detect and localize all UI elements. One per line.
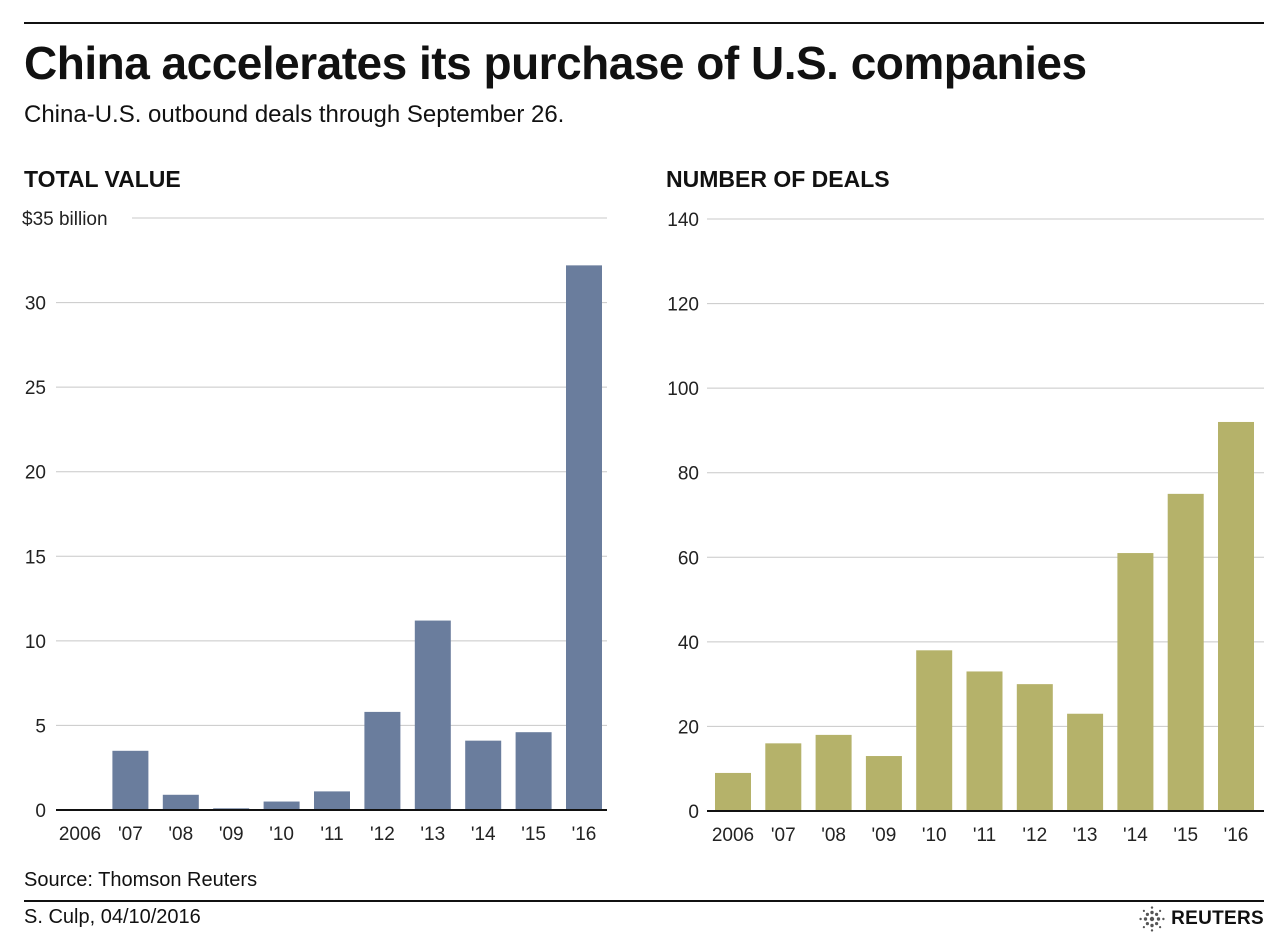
- bar: [916, 650, 953, 811]
- y-tick-label: 0: [688, 802, 699, 823]
- x-tick-label: '16: [1224, 825, 1249, 846]
- bar: [1167, 493, 1204, 811]
- y-tick-label: 10: [25, 632, 46, 653]
- x-tick-label: '15: [1173, 825, 1198, 846]
- top-rule: [24, 22, 1264, 24]
- number-of-deals-chart: 0 20 40 60 80 100 120 140 2006 '07 '08 '09 '10 '11 '12…: [667, 210, 1264, 846]
- x-tick-label: '09: [872, 825, 897, 846]
- bottom-rule: [24, 900, 1264, 902]
- y-tick-label: 20: [25, 463, 46, 484]
- source-note: Source: Thomson Reuters: [24, 869, 258, 891]
- x-tick-label: '12: [370, 824, 395, 845]
- reuters-logo-text: REUTERS: [1171, 908, 1264, 929]
- x-tick-label: '14: [1123, 825, 1148, 846]
- x-tick-label: '10: [922, 825, 947, 846]
- y-tick-label: 0: [35, 801, 46, 822]
- reuters-logo: REUTERS: [1139, 906, 1264, 932]
- panel-title-number-of-deals: NUMBER OF DEALS: [666, 166, 890, 192]
- bar: [1067, 713, 1104, 811]
- y-tick-label: 5: [35, 716, 46, 737]
- bar: [314, 791, 350, 810]
- y-tick-label: 20: [678, 717, 699, 738]
- bar: [515, 732, 552, 810]
- bar: [465, 740, 502, 810]
- bar: [865, 756, 902, 811]
- chart-title: China accelerates its purchase of U.S. c…: [24, 37, 1087, 89]
- chart-subtitle: China-U.S. outbound deals through Septem…: [24, 101, 565, 128]
- x-tick-label: 2006: [59, 824, 101, 845]
- bar: [112, 750, 149, 810]
- total-value-chart: 0 5 10 15 20 25 30 $35 billion 2006 '07 '08 '09 '10 '…: [22, 209, 607, 845]
- y-tick-label: 15: [25, 547, 46, 568]
- x-tick-label: '15: [521, 824, 546, 845]
- bar: [414, 620, 451, 810]
- reuters-dots-icon: [1139, 906, 1165, 932]
- x-tick-label: '11: [320, 824, 343, 845]
- bar: [765, 743, 802, 811]
- y-tick-label: $35 billion: [22, 209, 108, 230]
- bar: [364, 711, 401, 810]
- bar: [1218, 421, 1254, 811]
- x-tick-label: '14: [471, 824, 496, 845]
- y-tick-label: 60: [678, 548, 699, 569]
- bar: [1016, 684, 1053, 811]
- y-tick-label: 100: [667, 379, 699, 400]
- panel-title-total-value: TOTAL VALUE: [24, 166, 181, 192]
- bar: [815, 734, 852, 811]
- bar: [715, 772, 751, 811]
- x-tick-label: '12: [1022, 825, 1047, 846]
- x-tick-label: '09: [219, 824, 244, 845]
- y-tick-label: 140: [667, 210, 699, 231]
- y-tick-label: 40: [678, 633, 699, 654]
- bar: [1117, 553, 1154, 811]
- x-tick-label: 2006: [712, 825, 754, 846]
- y-tick-label: 25: [25, 378, 46, 399]
- bar: [566, 265, 602, 810]
- x-tick-label: '07: [118, 824, 143, 845]
- x-tick-label: '07: [771, 825, 796, 846]
- x-tick-label: '13: [420, 824, 445, 845]
- x-tick-label: '13: [1073, 825, 1098, 846]
- x-tick-label: '16: [572, 824, 597, 845]
- y-tick-label: 120: [667, 295, 699, 316]
- x-tick-label: '08: [821, 825, 846, 846]
- x-tick-label: '10: [269, 824, 294, 845]
- bar: [966, 671, 1003, 811]
- y-tick-label: 80: [678, 464, 699, 485]
- bar: [263, 801, 300, 810]
- x-tick-label: '08: [168, 824, 193, 845]
- bar: [162, 794, 199, 810]
- x-tick-label: '11: [973, 825, 996, 846]
- y-tick-label: 30: [25, 294, 46, 315]
- credit-line: S. Culp, 04/10/2016: [24, 906, 201, 928]
